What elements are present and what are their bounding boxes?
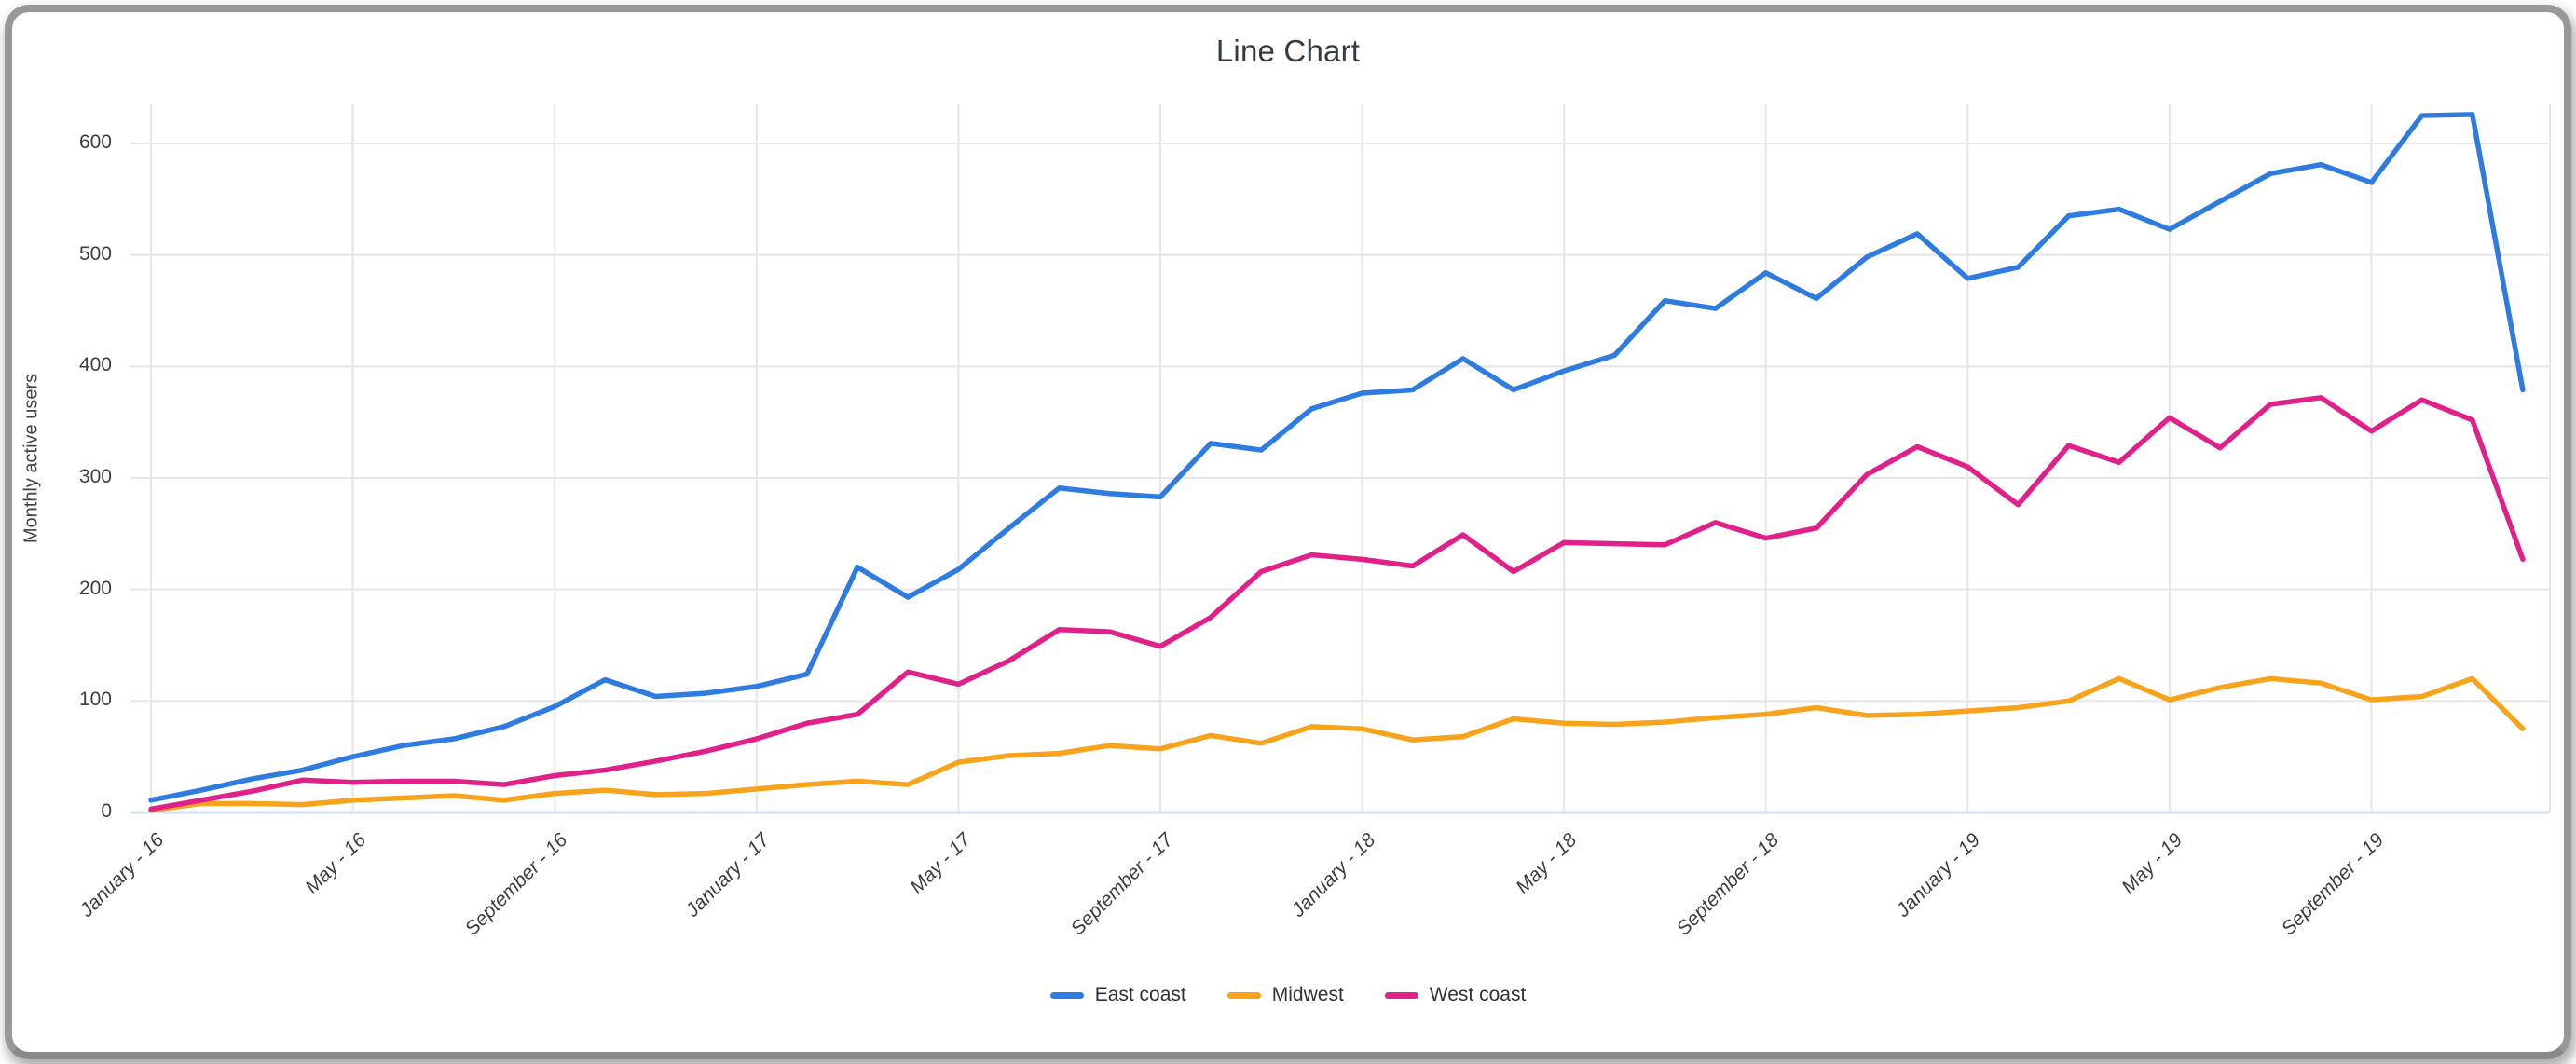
y-tick-label: 200 [78, 577, 112, 599]
series-line-west-coast[interactable] [148, 395, 2526, 812]
legend-item-east-coast[interactable]: East coast [1049, 984, 1186, 1006]
y-tick-label: 300 [78, 465, 112, 487]
y-tick-label: 100 [78, 689, 112, 711]
y-tick-label: 0 [101, 800, 112, 822]
y-tick-label: 400 [78, 354, 112, 376]
chart-legend: East coast Midwest West coast [0, 984, 2576, 1006]
legend-label: East coast [1094, 984, 1186, 1005]
y-tick-label: 600 [78, 130, 112, 153]
y-tick-label: 500 [78, 242, 112, 265]
legend-item-midwest[interactable]: Midwest [1226, 984, 1344, 1006]
legend-swatch [1226, 991, 1261, 999]
chart-title: Line Chart [1215, 34, 1361, 68]
legend-label: Midwest [1271, 984, 1344, 1005]
legend-label: West coast [1429, 984, 1527, 1005]
series-line-east-coast[interactable] [148, 112, 2526, 803]
legend-swatch [1384, 991, 1418, 999]
legend-swatch [1049, 991, 1084, 999]
legend-item-west-coast[interactable]: West coast [1384, 984, 1527, 1006]
series-line-midwest[interactable] [148, 675, 2526, 813]
